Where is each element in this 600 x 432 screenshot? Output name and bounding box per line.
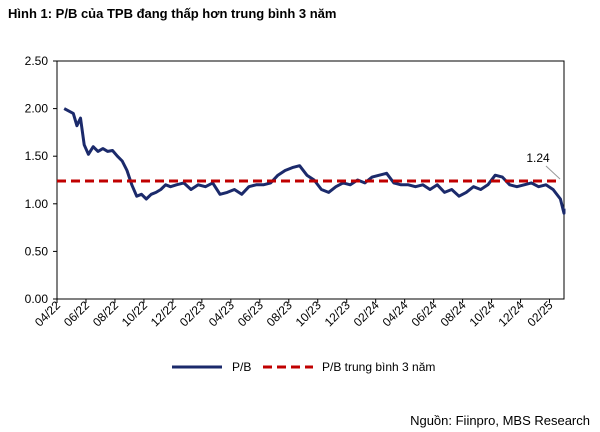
x-tick-label: 10/23 [293, 298, 324, 329]
y-tick-label: 1.00 [25, 197, 49, 211]
x-tick-label: 02/25 [525, 298, 556, 329]
x-tick-label: 08/23 [264, 298, 295, 329]
x-tick-label: 02/23 [177, 298, 208, 329]
legend-avg-label: P/B trung bình 3 năm [322, 360, 435, 374]
y-tick-label: 0.50 [25, 244, 49, 258]
series-pb-line [63, 107, 566, 215]
x-tick-label: 04/23 [206, 298, 237, 329]
avg-label-leader [545, 165, 561, 180]
y-tick-label: 2.00 [25, 102, 49, 116]
x-tick-label: 04/24 [380, 298, 411, 329]
x-tick-label: 10/24 [467, 298, 498, 329]
y-tick-label: 2.50 [25, 54, 49, 68]
legend-pb-label: P/B [232, 360, 251, 374]
x-tick-label: 08/24 [438, 298, 469, 329]
figure-title: Hình 1: P/B của TPB đang thấp hơn trung … [8, 6, 337, 21]
y-tick-label: 1.50 [25, 149, 49, 163]
x-tick-label: 06/22 [61, 298, 92, 329]
x-tick-label: 06/24 [409, 298, 440, 329]
x-tick-label: 08/22 [90, 298, 121, 329]
x-tick-label: 10/22 [119, 298, 150, 329]
avg-data-label: 1.24 [526, 151, 550, 165]
x-tick-label: 06/23 [235, 298, 266, 329]
x-tick-label: 12/23 [322, 298, 353, 329]
x-tick-label: 12/22 [148, 298, 179, 329]
x-tick-label: 02/24 [351, 298, 382, 329]
x-tick-label: 12/24 [496, 298, 527, 329]
source-note: Nguồn: Fiinpro, MBS Research [410, 413, 590, 428]
y-tick-label: 0.00 [25, 292, 49, 306]
